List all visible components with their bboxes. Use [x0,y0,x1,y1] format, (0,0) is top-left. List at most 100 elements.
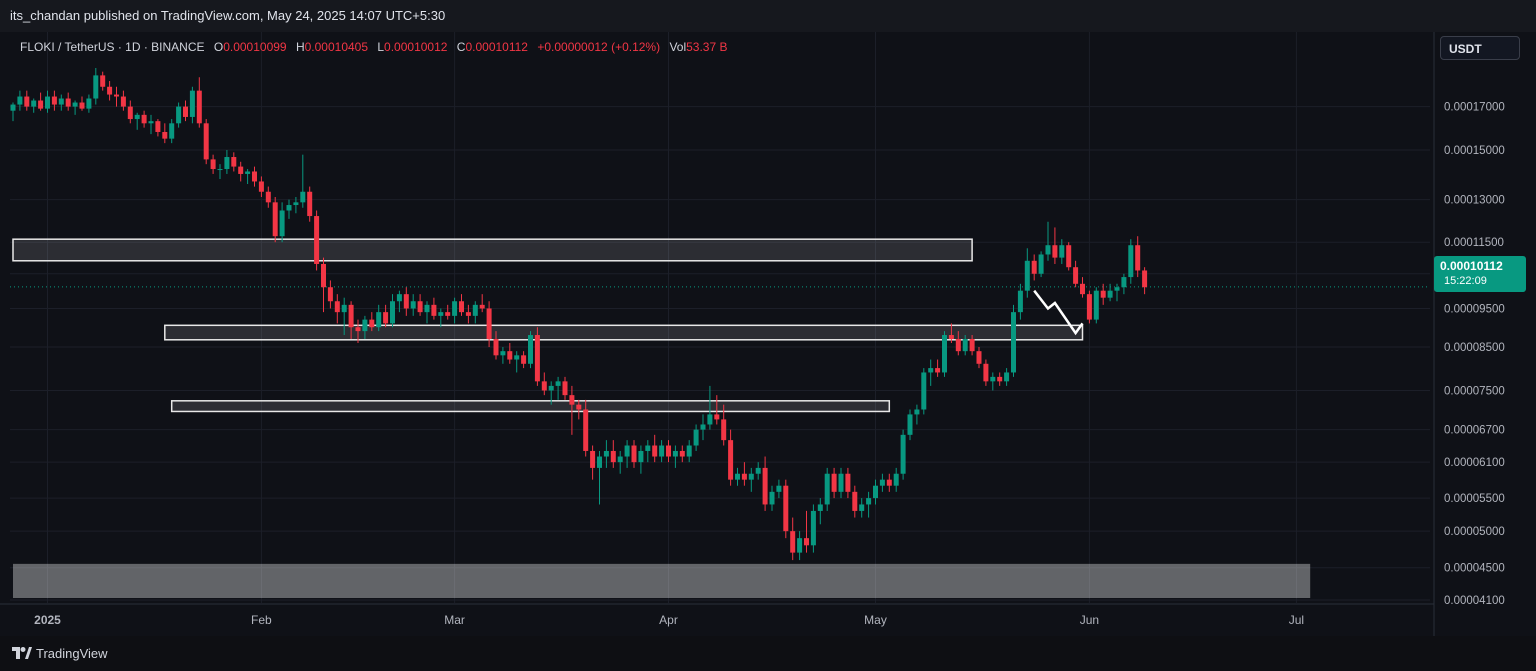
candle-body [293,202,299,206]
candle-body [879,479,885,486]
candle-body [659,445,665,457]
candle-body [369,319,375,328]
zone-rect [12,238,973,262]
high-label: H [295,40,305,54]
candle-body [403,294,409,309]
candle-body [514,355,520,360]
change-value: +0.00000012 (+0.12%) [537,40,661,54]
candle-body [1114,287,1120,291]
candle-body [790,531,796,553]
candle-body [845,473,851,492]
candle-body [431,304,437,316]
candle-body [459,301,464,313]
y-tick-label: 0.00015000 [1444,145,1505,157]
candle-body [314,216,320,264]
candle-body [376,312,382,328]
candle-body [10,104,16,111]
candle-body [38,100,44,109]
candle-body [541,381,547,391]
candle-body [852,491,858,511]
candle-body [100,75,106,87]
zone-rect [170,400,891,413]
projection-arrow [1033,289,1084,336]
candle-body [1011,312,1016,373]
candle-body [45,96,50,109]
candle-body [1073,267,1079,284]
candle-body [93,75,99,99]
y-tick-label: 0.00009500 [1444,303,1505,315]
chart-area[interactable]: 0.00017000 0.00015000 0.00013000 0.00011500… [0,32,1536,636]
low-label: L [377,40,385,54]
candle-body [1100,290,1106,298]
candle-body [341,304,347,313]
currency-button[interactable]: USDT [1440,36,1520,60]
candle-body [1080,283,1085,295]
candle-body [445,312,451,316]
y-tick-label: 0.00005500 [1444,493,1505,505]
candlestick-chart[interactable]: 0.00017000 0.00015000 0.00013000 0.00011500… [0,32,1536,636]
candle-body [65,98,71,107]
candle-body [900,434,906,474]
x-tick-label: Feb [251,613,272,627]
candle-body [155,121,161,132]
candle-body [866,498,872,505]
candle-body [624,445,630,457]
y-tick-label: 0.00004100 [1444,595,1505,607]
symbol-legend: FLOKI / TetherUS · 1D · BINANCE O 0.00010… [20,40,728,54]
candle-body [769,491,775,505]
low-value: 0.00010012 [384,40,448,54]
x-tick-label: Mar [444,613,465,627]
candle-body [279,210,285,237]
candle-body [169,123,175,139]
tradingview-logo-icon[interactable] [12,647,32,659]
candle-body [189,90,195,117]
candle-body [583,409,589,451]
x-tick-label: May [864,613,887,627]
symbol-name[interactable]: FLOKI / TetherUS · 1D · BINANCE [20,40,205,54]
candle-body [1086,294,1092,320]
candle-body [907,414,913,435]
candle-body [521,355,527,364]
candle-body [672,450,678,457]
candle-body [762,467,768,505]
candle-body [1004,372,1010,382]
volume-label: Vol [669,40,687,54]
candle-body [914,409,920,415]
y-tick-label: 0.00008500 [1444,342,1505,354]
candle-body [486,308,492,339]
candle-body [810,510,816,546]
candle-body [617,456,623,463]
tradingview-brand[interactable]: TradingView [36,646,108,661]
y-tick-label: 0.00005000 [1444,526,1505,538]
candle-body [134,114,140,120]
candle-body [410,301,416,309]
last-price-value: 0.00010112 [1440,259,1503,273]
candle-body [831,473,837,492]
candle-body [686,445,692,457]
close-value: 0.00010112 [465,40,528,54]
zone-rect [164,324,1084,341]
candle-body [417,301,423,313]
candle-body [424,304,430,313]
candle-body [555,381,561,386]
chart-background [0,32,1536,636]
y-tick-label: 0.00017000 [1444,102,1505,114]
candle-body [548,385,554,391]
candle-body [873,485,878,499]
candle-body [362,319,368,332]
candle-body [390,301,395,324]
candle-body [1031,260,1037,274]
candle-body [452,301,458,316]
candle-body [534,335,540,382]
y-tick-label: 0.00013000 [1444,195,1505,207]
close-label: C [456,40,466,54]
footer: TradingView [0,636,1536,671]
candle-body [31,100,37,107]
open-label: O [213,40,224,54]
candle-body [1107,290,1113,298]
candle-body [51,96,57,105]
candle-body [1017,290,1023,313]
candle-body [955,338,961,352]
candle-body [17,96,23,105]
candle-body [383,312,389,324]
